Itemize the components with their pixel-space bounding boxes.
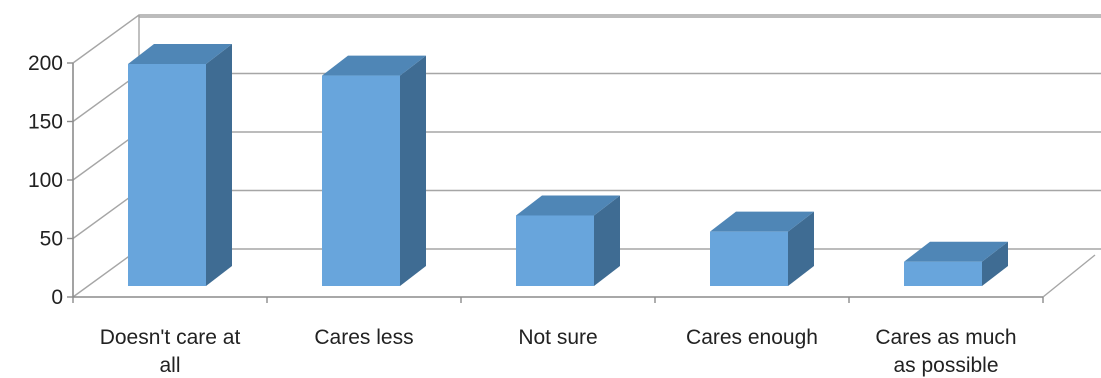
x-category-label: Cares enough: [686, 326, 818, 349]
bar-side-face: [788, 211, 814, 286]
bar-side-face: [206, 44, 232, 286]
bar-front-face: [710, 231, 788, 286]
bar: [128, 44, 232, 286]
bar-side-face: [982, 241, 1008, 286]
y-tick-label: 150: [28, 111, 63, 134]
bar-front-face: [322, 75, 400, 286]
bar-top-face: [128, 44, 232, 64]
labels: 0 50 100 150 200 Doesn't care at all Cares less…: [28, 52, 1017, 377]
bar-side-face: [594, 195, 620, 286]
y-tick-label: 0: [51, 286, 63, 309]
axes: [67, 62, 1044, 303]
bar-top-face: [904, 241, 1008, 262]
bar-front-face: [516, 215, 594, 286]
bar: [322, 55, 426, 286]
bar-top-face: [516, 195, 620, 216]
y-tick-label: 100: [28, 169, 63, 192]
bar: [710, 211, 814, 286]
bar-top-face: [710, 211, 814, 232]
x-category-label: Cares as much as possible: [875, 326, 1016, 377]
y-tick-label: 200: [28, 52, 63, 75]
x-category-label: Cares less: [314, 326, 413, 349]
bar: [516, 195, 620, 286]
bar-front-face: [128, 64, 206, 286]
bars: [128, 44, 1008, 286]
bar-side-face: [400, 55, 426, 286]
bar-front-face: [904, 261, 982, 286]
bar-top-face: [322, 55, 426, 76]
bar: [904, 241, 1008, 286]
x-category-label: Not sure: [518, 326, 597, 349]
y-tick-label: 50: [40, 228, 63, 251]
floor-right-edge: [1042, 254, 1096, 298]
x-category-label: Doesn't care at all: [100, 326, 241, 377]
